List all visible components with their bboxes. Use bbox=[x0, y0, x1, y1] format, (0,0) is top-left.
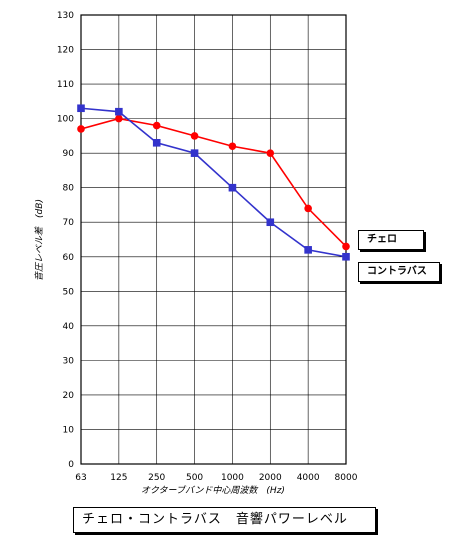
y-tick-label: 120 bbox=[57, 46, 74, 56]
x-tick-label: 2000 bbox=[259, 473, 282, 483]
data-point bbox=[304, 246, 312, 254]
x-tick-label: 4000 bbox=[297, 473, 320, 483]
data-point bbox=[304, 204, 312, 213]
y-tick-label: 40 bbox=[63, 322, 75, 332]
data-point bbox=[77, 104, 85, 113]
chart-title: チェロ・コントラバス 音響パワーレベル bbox=[73, 507, 376, 533]
data-point bbox=[190, 149, 199, 157]
grid-lines bbox=[81, 15, 346, 464]
data-point bbox=[77, 125, 85, 133]
data-point bbox=[228, 142, 237, 151]
series-line bbox=[80, 107, 347, 258]
series-line bbox=[80, 117, 347, 247]
data-point bbox=[152, 138, 161, 147]
data-point bbox=[115, 114, 123, 123]
x-tick-label: 250 bbox=[148, 473, 165, 483]
data-point bbox=[342, 252, 350, 261]
y-tick-label: 90 bbox=[63, 149, 75, 159]
y-tick-label: 0 bbox=[68, 460, 74, 470]
x-tick-label: 1000 bbox=[221, 473, 244, 483]
legend-entry-contrabass: コントラバス bbox=[358, 262, 440, 282]
y-tick-label: 60 bbox=[63, 253, 75, 263]
series-1 bbox=[77, 104, 350, 261]
y-tick-label: 130 bbox=[57, 11, 74, 21]
y-axis-label: 音圧レベル差 (dB) bbox=[34, 199, 45, 281]
x-tick-labels: 63 125 250 500 1000 2000 4000 8000 bbox=[75, 473, 357, 483]
data-point bbox=[152, 121, 161, 130]
x-tick-label: 8000 bbox=[335, 473, 358, 483]
y-tick-label: 110 bbox=[57, 80, 74, 90]
plot-area-border bbox=[80, 14, 347, 465]
data-point bbox=[342, 242, 350, 251]
x-tick-label: 500 bbox=[186, 473, 203, 483]
y-tick-label: 70 bbox=[63, 218, 75, 228]
data-point bbox=[228, 183, 237, 192]
y-tick-label: 100 bbox=[57, 115, 74, 125]
series bbox=[77, 104, 350, 261]
y-tick-label: 50 bbox=[63, 287, 75, 297]
x-axis-label: オクターブバンド中心周波数 (Hz) bbox=[141, 485, 285, 496]
data-point bbox=[266, 149, 275, 157]
data-point bbox=[190, 132, 199, 140]
y-tick-label: 10 bbox=[63, 425, 75, 435]
y-tick-labels: 0 10 20 30 40 50 60 70 80 90 100 110 120 130 bbox=[57, 11, 74, 470]
y-tick-label: 30 bbox=[63, 356, 75, 366]
data-point bbox=[266, 218, 275, 227]
y-tick-label: 80 bbox=[63, 184, 75, 194]
y-tick-label: 20 bbox=[63, 391, 75, 401]
x-tick-label: 125 bbox=[110, 473, 127, 483]
data-point bbox=[115, 107, 123, 116]
x-tick-label: 63 bbox=[75, 473, 86, 483]
series-0 bbox=[77, 114, 350, 251]
legend-entry-cello: チェロ bbox=[358, 230, 424, 250]
